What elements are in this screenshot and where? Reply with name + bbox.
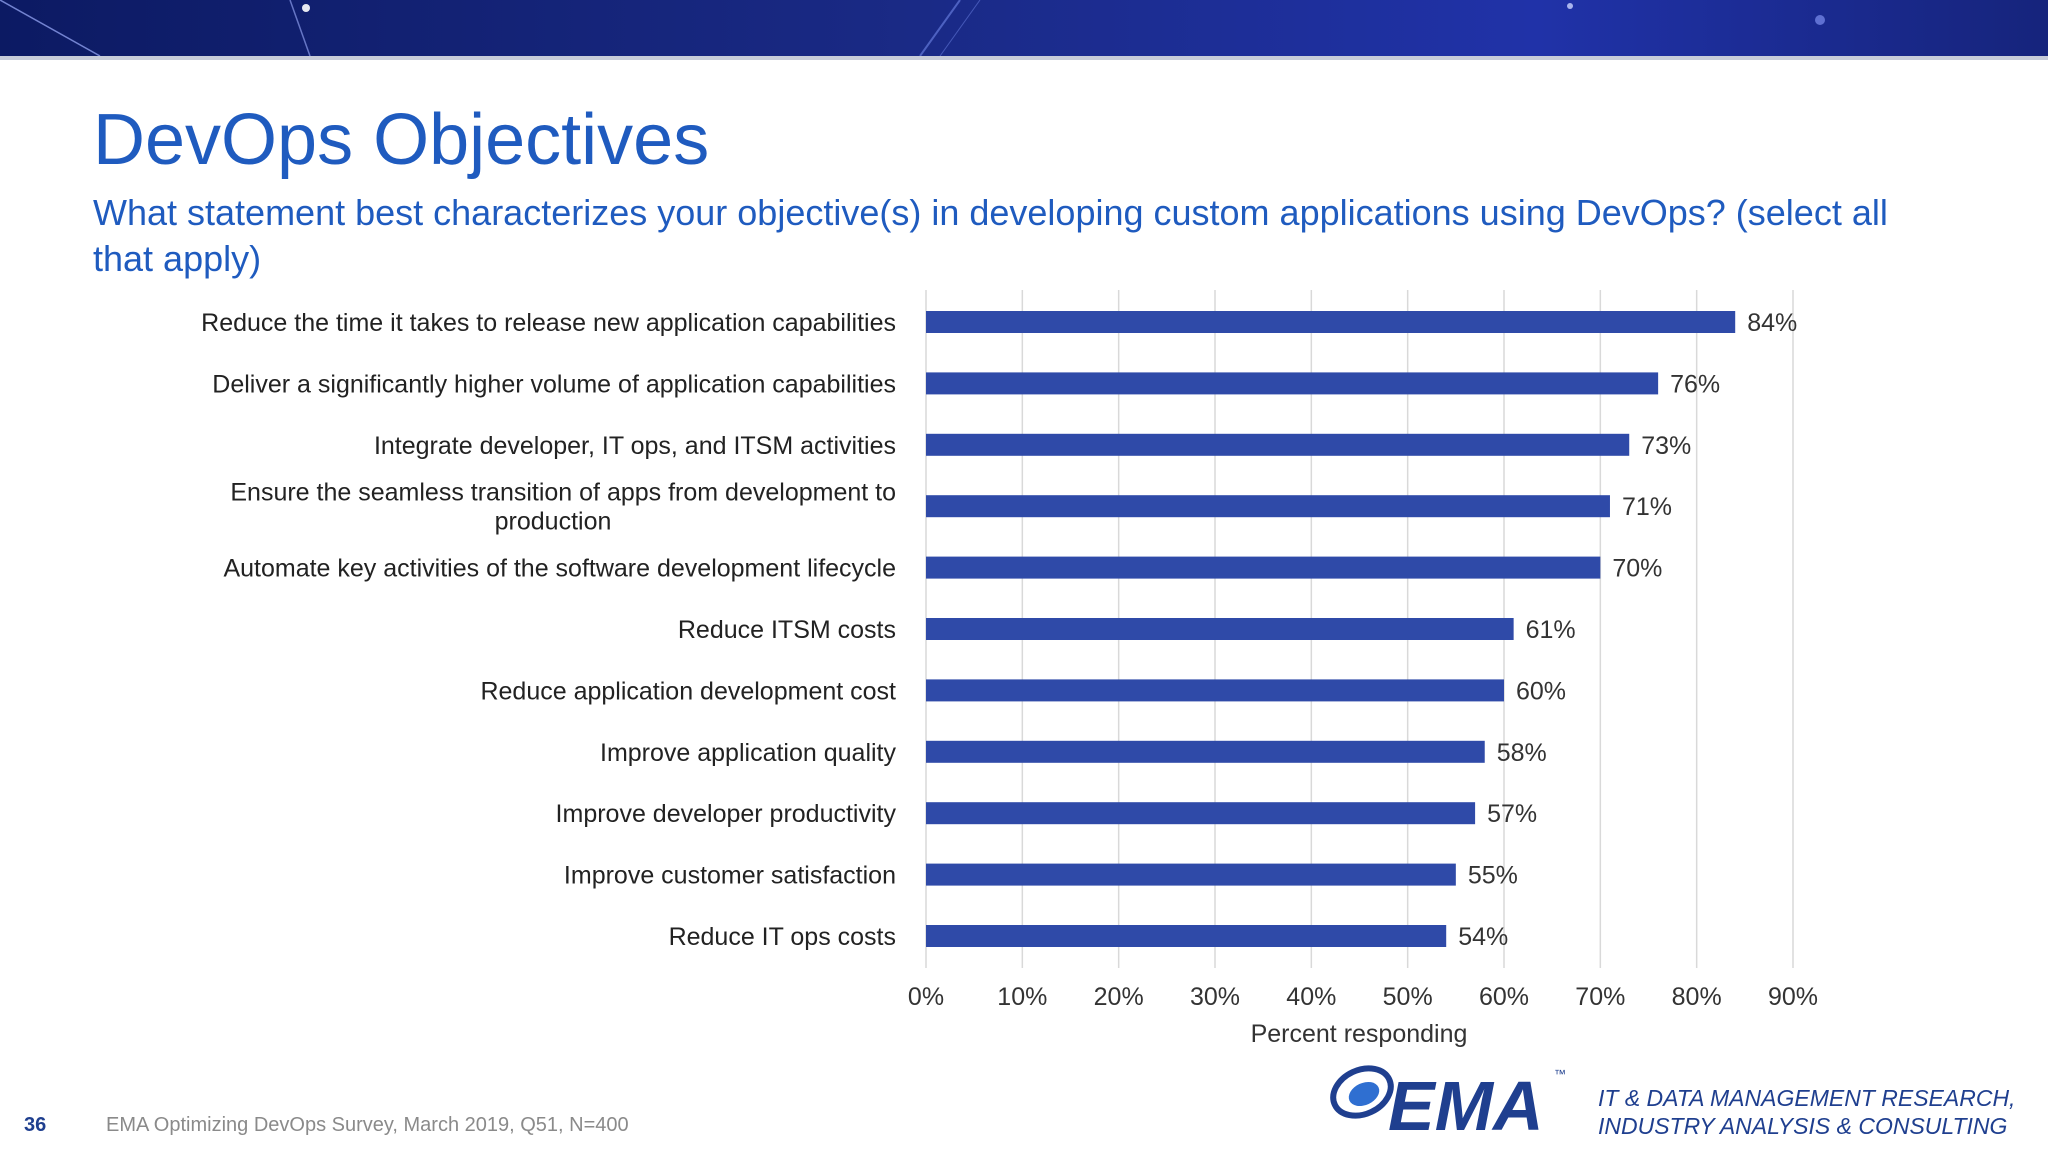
data-label: 84% [1747, 309, 1797, 337]
bar [926, 556, 1601, 579]
x-tick-label: 50% [1383, 983, 1433, 1011]
data-label: 55% [1468, 862, 1518, 890]
x-tick-label: 80% [1672, 983, 1722, 1011]
banner-network-graphic [0, 0, 1825, 56]
bar [926, 495, 1610, 518]
x-tick-label: 70% [1575, 983, 1625, 1011]
logo-trademark: ™ [1554, 1067, 1566, 1081]
header-banner [0, 0, 2048, 56]
ema-logo: EMA ™ [1330, 1065, 1566, 1138]
data-label: 70% [1612, 555, 1662, 583]
category-label: Reduce the time it takes to release new … [201, 309, 896, 337]
bar [926, 372, 1659, 395]
x-tick-label: 10% [997, 983, 1047, 1011]
category-label: Ensure the seamless transition of apps f… [230, 479, 896, 507]
bar [926, 618, 1514, 640]
bar [926, 925, 1447, 947]
data-label: 60% [1516, 677, 1566, 705]
chart-data-labels: 84% 76% 73% 71% 70% 61% 60% 58% 57% 55% 54% [1458, 309, 1797, 951]
category-label: Reduce IT ops costs [669, 923, 896, 951]
bar [926, 311, 1736, 333]
page-title: DevOps Objectives [93, 100, 710, 180]
data-label: 58% [1497, 739, 1547, 767]
bar-chart: Reduce the time it takes to release new … [201, 290, 1818, 1048]
category-label: Improve application quality [600, 739, 896, 767]
category-label: Automate key activities of the software … [223, 555, 896, 583]
category-label: Integrate developer, IT ops, and ITSM ac… [374, 432, 896, 460]
x-tick-label: 60% [1479, 983, 1529, 1011]
data-label: 57% [1487, 800, 1537, 828]
x-tick-label: 0% [908, 983, 944, 1011]
x-tick-label: 90% [1768, 983, 1818, 1011]
tagline: IT & DATA MANAGEMENT RESEARCH, INDUSTRY … [1598, 1084, 2038, 1140]
data-label: 61% [1526, 616, 1576, 644]
category-label: Improve developer productivity [556, 800, 897, 828]
source-note: EMA Optimizing DevOps Survey, March 2019… [106, 1114, 629, 1136]
chart-category-labels: Reduce the time it takes to release new … [201, 309, 896, 951]
category-label: Reduce ITSM costs [678, 616, 896, 644]
bar [926, 863, 1456, 886]
category-label: Reduce application development cost [480, 677, 896, 705]
x-tick-label: 40% [1286, 983, 1336, 1011]
data-label: 54% [1458, 923, 1508, 951]
x-tick-label: 20% [1094, 983, 1144, 1011]
page-subtitle: What statement best characterizes your o… [93, 192, 1888, 279]
chart-bars [926, 311, 1736, 947]
category-label: production [495, 508, 612, 536]
x-tick-label: 30% [1190, 983, 1240, 1011]
page-number: 36 [24, 1114, 47, 1136]
bar [926, 740, 1485, 763]
header-rule [0, 56, 2048, 60]
data-label: 76% [1670, 370, 1720, 398]
chart-x-ticks: 0% 10% 20% 30% 40% 50% 60% 70% 80% 90% [908, 983, 1818, 1011]
data-label: 71% [1622, 493, 1672, 521]
category-label: Deliver a significantly higher volume of… [212, 370, 896, 398]
bar [926, 802, 1476, 825]
bar [926, 433, 1630, 456]
data-label: 73% [1641, 432, 1691, 460]
logo-text: EMA [1388, 1067, 1544, 1138]
bar [926, 679, 1504, 702]
x-axis-title: Percent responding [1251, 1020, 1468, 1048]
tagline-line-1: IT & DATA MANAGEMENT RESEARCH, [1598, 1085, 2016, 1111]
category-label: Improve customer satisfaction [564, 862, 896, 890]
tagline-line-2: INDUSTRY ANALYSIS & CONSULTING [1598, 1113, 2008, 1139]
